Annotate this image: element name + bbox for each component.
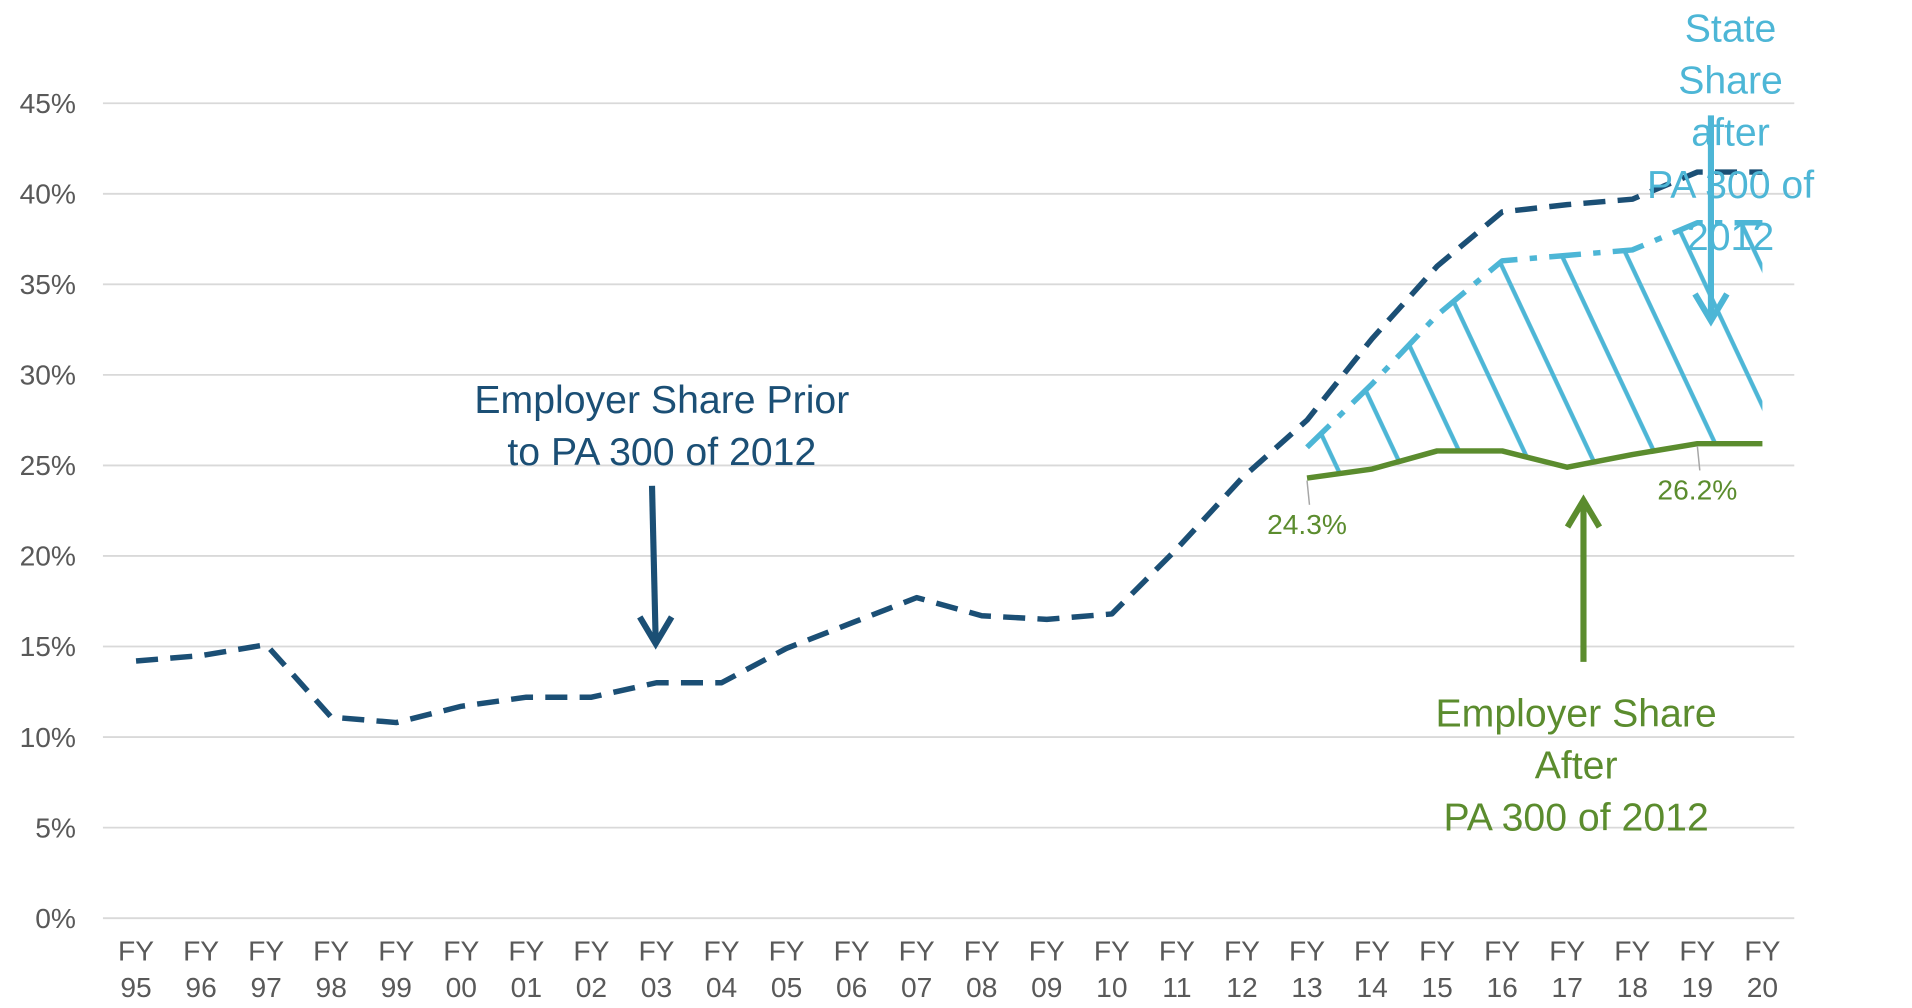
- x-tick-label: FY 98: [313, 935, 350, 1004]
- data-label: 26.2%: [1657, 475, 1737, 506]
- x-tick-label: FY 00: [443, 935, 480, 1004]
- x-tick-label: FY 05: [768, 935, 805, 1004]
- x-tick-label: FY 10: [1093, 935, 1130, 1004]
- y-tick-label: 0%: [35, 903, 76, 934]
- arrow-employer-after: [1564, 494, 1603, 662]
- x-tick-label: FY 01: [508, 935, 545, 1004]
- y-tick-label: 35%: [20, 269, 76, 300]
- annotation-line: Employer Share After: [1435, 691, 1717, 787]
- x-tick-label: FY 09: [1028, 935, 1065, 1004]
- x-tick-label: FY 06: [833, 935, 870, 1004]
- y-tick-label: 15%: [20, 631, 76, 662]
- x-tick-label: FY 95: [118, 935, 155, 1004]
- series-line: [1306, 440, 1763, 481]
- annotation-line: PA 300 of 2012: [1443, 795, 1709, 840]
- x-tick-label: FY 15: [1419, 935, 1456, 1004]
- y-tick-label: 25%: [20, 450, 76, 481]
- y-tick-label: 5%: [35, 812, 76, 843]
- hatch-group: [1307, 222, 1763, 479]
- y-tick-label: 45%: [20, 88, 76, 119]
- x-tick-label: FY 11: [1158, 935, 1195, 1004]
- hatch-area: [1307, 222, 1763, 479]
- annotation-employer-after: Employer Share After PA 300 of 2012: [1408, 687, 1744, 844]
- annotation-employer-prior: Employer Share Prior to PA 300 of 2012: [474, 374, 849, 478]
- lines: 24.3% 26.2%: [135, 169, 1763, 726]
- x-tick-label: FY 03: [638, 935, 675, 1004]
- x-tick-label: FY 20: [1744, 935, 1781, 1004]
- y-tick-label: 10%: [20, 722, 76, 753]
- series-line: [135, 169, 1763, 726]
- arrow-state: [1692, 115, 1730, 327]
- y-tick-label: 30%: [20, 360, 76, 391]
- label-leader: [1696, 446, 1701, 471]
- x-tick-label: FY 12: [1223, 935, 1260, 1004]
- x-tick-label: FY 96: [183, 935, 220, 1004]
- label-leader: [1306, 480, 1311, 505]
- annotation-line: to PA 300 of 2012: [507, 429, 817, 474]
- x-tick-label: FY 97: [248, 935, 285, 1004]
- annotation-line: PA 300 of 2012: [1646, 162, 1815, 259]
- x-tick-label: FY 07: [898, 935, 935, 1004]
- annotation-line: Employer Share Prior: [474, 377, 850, 422]
- series-line: [1305, 220, 1763, 450]
- grid: 0% 5% 10% 15% 20% 25% 30% 35% 40% 45%: [20, 88, 1795, 934]
- y-tick-label: 40%: [20, 179, 76, 210]
- annotation-line: State Share after: [1678, 6, 1783, 155]
- arrow-employer-prior: [637, 485, 675, 650]
- annotation-state: State Share after PA 300 of 2012: [1640, 2, 1821, 263]
- x-tick-label: FY 04: [703, 935, 740, 1004]
- x-tick-label: FY 14: [1354, 935, 1391, 1004]
- x-tick-label: FY 02: [573, 935, 610, 1004]
- x-tick-label: FY 08: [963, 935, 1000, 1004]
- x-tick-label: FY 18: [1614, 935, 1651, 1004]
- x-tick-label: FY 99: [378, 935, 415, 1004]
- x-tick-label: FY 19: [1679, 935, 1716, 1004]
- x-tick-label: FY 16: [1484, 935, 1521, 1004]
- y-tick-label: 20%: [20, 541, 76, 572]
- data-label: 24.3%: [1267, 509, 1347, 540]
- x-tick-label: FY 17: [1549, 935, 1586, 1004]
- x-tick-label: FY 13: [1289, 935, 1326, 1004]
